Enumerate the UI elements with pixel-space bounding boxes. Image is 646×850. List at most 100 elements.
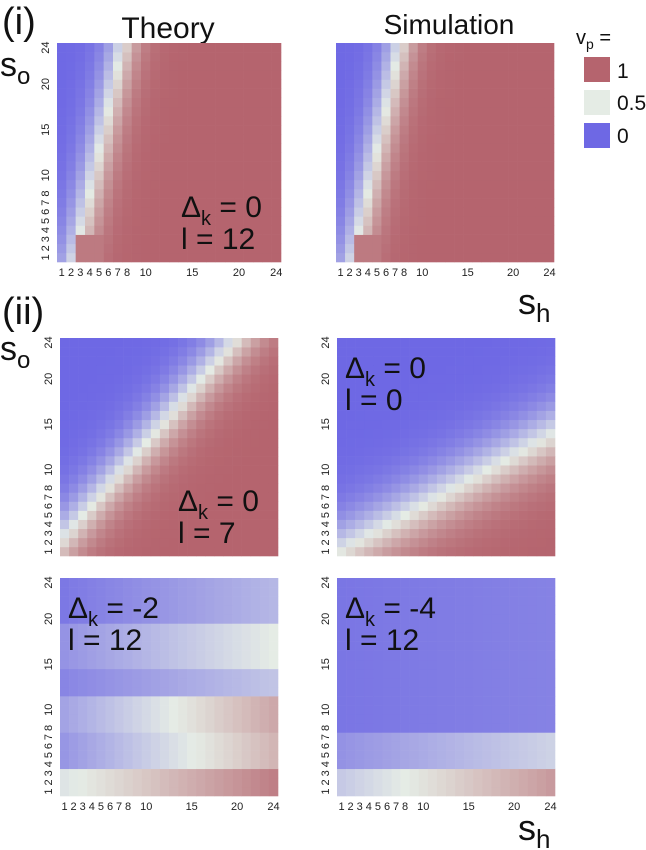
heatmap-cell xyxy=(205,356,215,366)
heatmap-cell xyxy=(337,768,347,779)
heatmap-cell xyxy=(372,70,382,80)
heatmap-cell xyxy=(445,70,455,80)
heatmap-cell xyxy=(436,492,447,502)
heatmap-cell xyxy=(159,750,170,760)
heatmap-cell xyxy=(197,207,207,217)
heatmap-cell xyxy=(435,52,446,62)
heatmap-cell xyxy=(345,170,355,181)
heatmap-cell xyxy=(436,650,447,661)
heatmap-cell xyxy=(114,786,124,797)
heatmap-cell xyxy=(527,623,538,633)
heatmap-cell xyxy=(234,70,244,80)
heatmap-cell xyxy=(346,410,356,421)
heatmap-cell xyxy=(400,596,410,606)
heatmap-cell xyxy=(113,61,123,71)
heatmap-cell xyxy=(187,97,198,108)
heatmap-cell xyxy=(259,447,270,457)
heatmap-cell xyxy=(390,225,400,235)
heatmap-cell xyxy=(159,587,170,597)
heatmap-cell xyxy=(96,338,106,348)
heatmap-cell xyxy=(417,225,428,235)
section-label-ii: (ii) xyxy=(2,291,44,333)
heatmap-cell xyxy=(206,134,216,144)
heatmap-cell xyxy=(346,677,356,688)
heatmap-cell xyxy=(536,587,547,597)
heatmap-cell xyxy=(94,216,104,226)
heatmap-cell xyxy=(500,578,510,588)
heatmap-cell xyxy=(159,501,170,511)
heatmap-cell xyxy=(123,501,133,511)
heatmap-cell xyxy=(527,741,538,751)
heatmap-cell xyxy=(336,116,346,126)
heatmap-cell xyxy=(132,428,143,439)
heatmap-cell xyxy=(150,750,161,760)
heatmap-cell xyxy=(445,106,455,117)
heatmap-cell xyxy=(354,52,364,62)
heatmap-cell xyxy=(544,152,555,162)
heatmap-cell xyxy=(382,605,392,615)
heatmap-cell xyxy=(150,43,160,53)
heatmap-cell xyxy=(418,546,429,557)
heatmap-cell xyxy=(544,70,555,80)
heatmap-cell xyxy=(535,152,546,162)
heatmap-cell xyxy=(150,252,160,263)
heatmap-cell xyxy=(78,786,88,797)
heatmap-cell xyxy=(354,79,364,89)
heatmap-cell xyxy=(418,528,429,539)
heatmap-cell xyxy=(373,714,383,724)
heatmap-cell xyxy=(78,614,88,624)
heatmap-cell xyxy=(409,750,420,760)
heatmap-cell xyxy=(382,419,392,430)
heatmap-cell xyxy=(482,410,492,421)
heatmap-cell xyxy=(500,587,510,597)
heatmap-cell xyxy=(60,492,70,502)
heatmap-cell xyxy=(518,419,529,430)
heatmap-cell xyxy=(132,474,143,484)
heatmap-cell xyxy=(436,687,447,697)
heatmap-cell xyxy=(60,410,70,421)
heatmap-cell xyxy=(169,578,179,588)
heatmap-cell xyxy=(373,392,383,402)
heatmap-cell xyxy=(113,207,123,217)
heatmap-cell xyxy=(132,410,143,421)
heatmap-cell xyxy=(399,189,409,199)
heatmap-cell xyxy=(500,668,510,679)
heatmap-cell xyxy=(463,198,473,208)
heatmap-cell xyxy=(481,125,491,135)
heatmap-cell xyxy=(262,161,272,172)
heatmap-cell xyxy=(372,161,382,172)
heatmap-cell xyxy=(373,528,383,539)
y-tick-label: 10 xyxy=(40,169,52,181)
heatmap-cell xyxy=(66,234,76,245)
heatmap-cell xyxy=(123,537,133,548)
heatmap-cell xyxy=(271,252,282,263)
heatmap-cell xyxy=(215,134,226,144)
heatmap-cell xyxy=(122,234,132,245)
heatmap-cell xyxy=(417,143,428,153)
heatmap-cell xyxy=(131,252,142,263)
heatmap-cell xyxy=(259,605,270,615)
heatmap-cell xyxy=(75,152,86,162)
heatmap-cell xyxy=(214,374,224,384)
heatmap-cell xyxy=(96,723,106,733)
heatmap-cell xyxy=(491,456,501,466)
heatmap-cell xyxy=(69,456,79,466)
heatmap-cell xyxy=(271,61,282,71)
heatmap-cell xyxy=(187,623,197,633)
x-tick-label: 2 xyxy=(347,267,353,279)
heatmap-cell xyxy=(518,741,529,751)
heatmap-cell xyxy=(103,43,114,53)
heatmap-cell xyxy=(131,243,142,254)
heatmap-cell xyxy=(345,152,355,162)
heatmap-cell xyxy=(454,61,464,71)
heatmap-cell xyxy=(122,79,132,89)
x-tick-label: 1 xyxy=(337,267,343,279)
heatmap-cell xyxy=(57,207,67,217)
heatmap-cell xyxy=(381,88,391,99)
heatmap-cell xyxy=(345,70,355,80)
heatmap-cell xyxy=(268,447,279,457)
heatmap-cell xyxy=(169,143,179,153)
y-tick-label: 24 xyxy=(40,41,52,53)
heatmap-cell xyxy=(426,43,437,53)
heatmap-cell xyxy=(78,696,88,706)
